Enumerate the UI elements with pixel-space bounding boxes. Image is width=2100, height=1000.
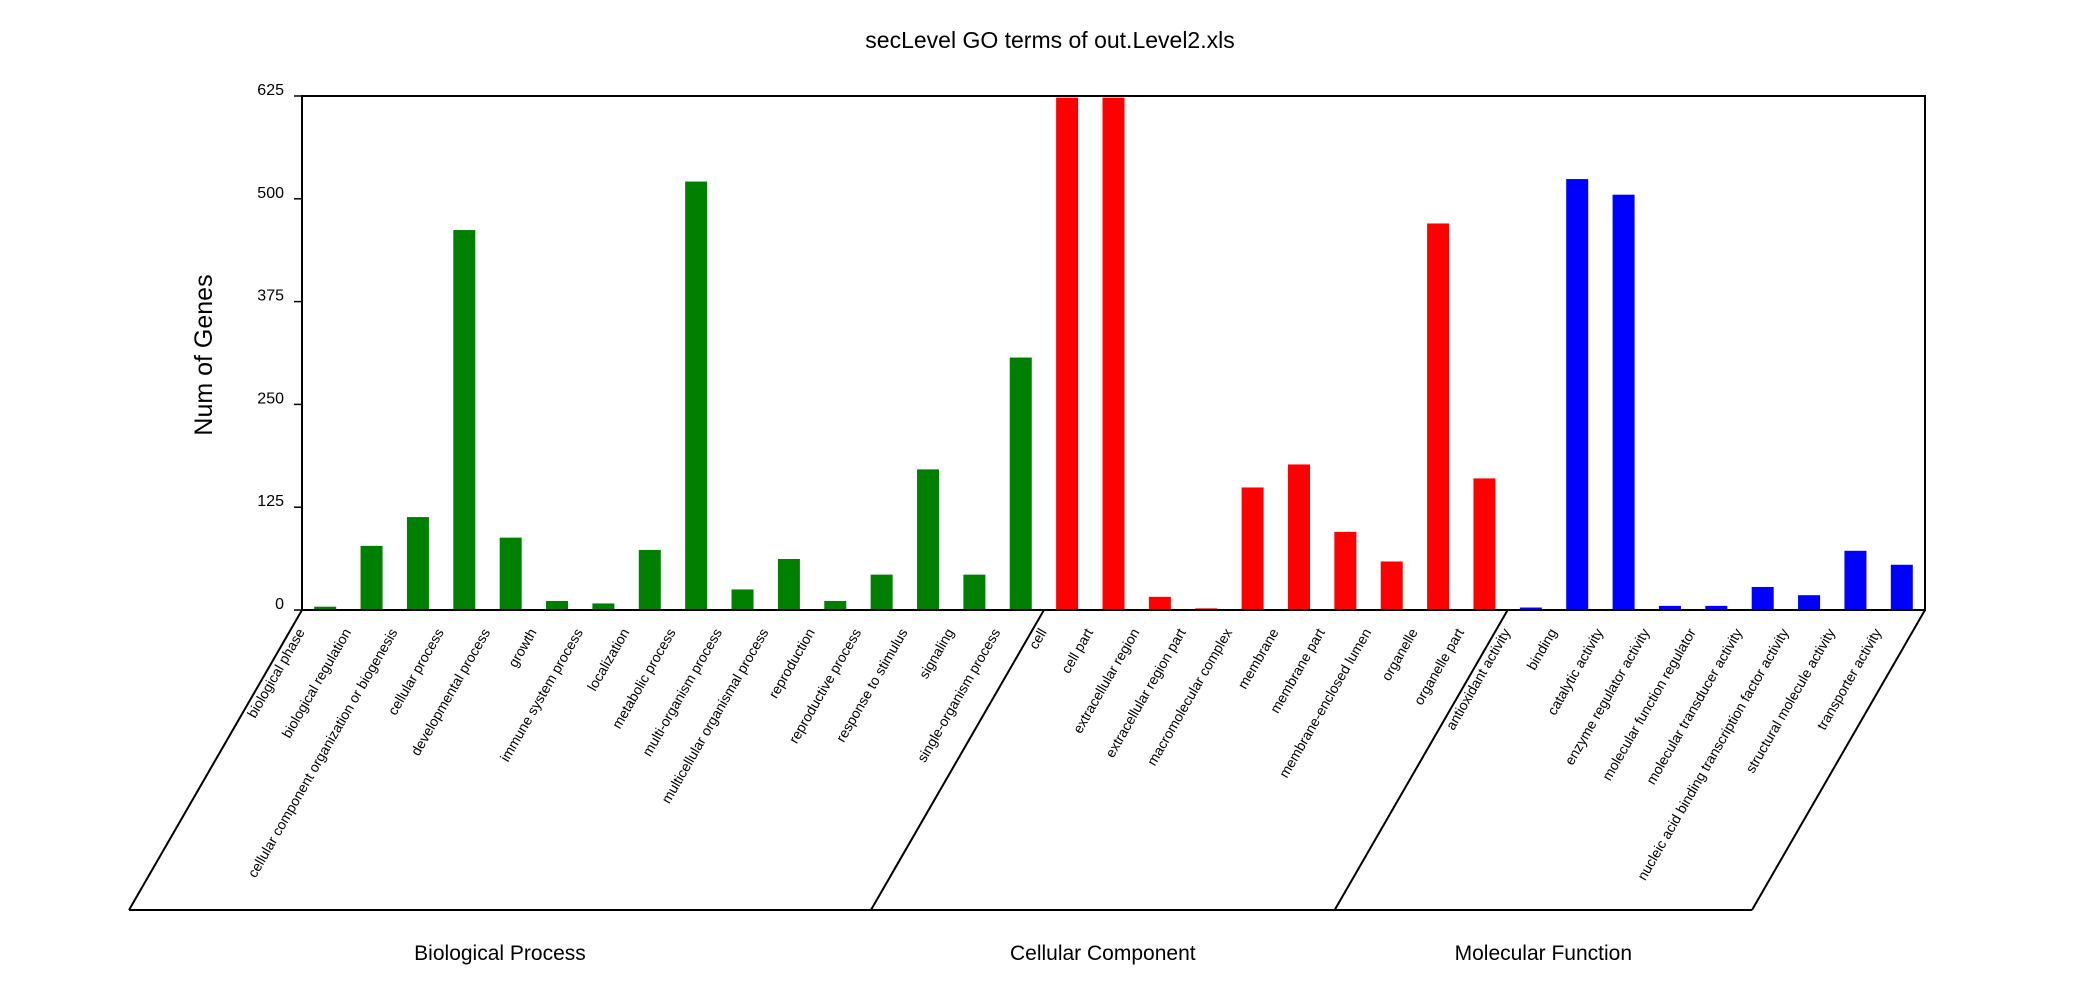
x-tick-label: organelle [1378,625,1421,683]
y-axis: 0 125 250 375 500 625 [257,82,302,613]
bar [1148,596,1171,610]
bar [1334,531,1357,610]
bar [777,559,800,610]
x-tick-label: reproduction [765,626,818,701]
bar [1473,478,1496,610]
bar [1009,357,1032,610]
bars [314,97,1913,611]
bar [1612,194,1635,611]
panel-divider [870,609,1045,911]
x-tick-label: molecular function regulator [1599,625,1699,783]
bar [1380,561,1403,610]
bar [638,549,661,610]
bar [1056,97,1079,611]
group-label: Molecular Function [1455,942,1632,965]
bar [406,517,429,610]
group-panels: Biological Process Cellular Component Mole… [128,609,1926,965]
bar [917,469,940,610]
bar [1751,586,1774,610]
x-tick-label: membrane-enclosed lumen [1276,626,1375,781]
bar [731,589,754,610]
y-tick-label: 0 [275,596,284,613]
x-tick-label: localization [584,626,632,694]
y-axis-label: Num of Genes [190,274,218,435]
y-tick-label: 125 [257,493,284,510]
x-tick-label: immune system process [497,626,586,765]
bar [1241,487,1264,610]
bar [1102,97,1125,611]
bar [685,181,708,610]
bar [1705,605,1728,610]
bar [1798,595,1821,610]
x-tick-label: molecular transducer activity [1643,626,1746,788]
bar [1287,464,1310,610]
x-tick-label: signaling [915,626,956,682]
x-tick-label: cell part [1058,625,1096,676]
bar [1844,550,1867,610]
y-tick-label: 625 [257,82,284,99]
x-tick-label: macromolecular complex [1144,626,1236,769]
group-label: Biological Process [414,942,586,965]
bar [453,230,476,610]
x-tick-label: structural molecule activity [1742,626,1838,776]
y-tick-label: 500 [257,185,284,202]
group-label: Cellular Component [1010,942,1196,965]
bar [1519,607,1542,610]
x-tick-label: cell [1025,626,1049,652]
x-tick-label: binding [1523,626,1559,673]
bar [360,545,383,610]
y-tick-label: 250 [257,390,284,407]
bar [824,600,847,610]
bar [1566,179,1589,611]
y-tick-label: 375 [257,288,284,305]
panel-divider [1333,609,1509,911]
panel-divider [128,609,303,911]
chart-title: secLevel GO terms of out.Level2.xls [865,27,1234,53]
x-tick-label: extracellular region part [1102,625,1189,760]
bar [870,574,893,610]
x-tick-label: multi-organism process [639,626,725,759]
bar [314,606,337,610]
bar [1427,223,1450,611]
panel-divider [1751,609,1926,911]
bar [546,600,569,610]
bar [1658,605,1681,610]
x-tick-label: developmental process [407,626,493,759]
bar [499,537,522,610]
x-tick-label: single-organism process [914,626,1004,765]
x-tick-label: membrane [1234,625,1281,691]
x-tick-label: growth [505,626,540,670]
bar [963,574,986,610]
bar [1890,564,1913,610]
bar [592,603,615,610]
x-tick-label: enzyme regulator activity [1561,626,1652,768]
